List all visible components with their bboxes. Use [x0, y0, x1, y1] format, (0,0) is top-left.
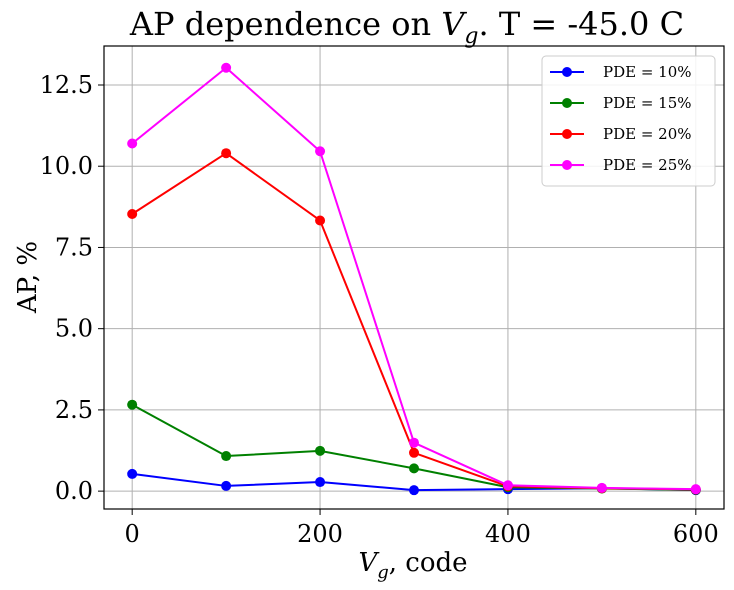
data-point	[409, 437, 419, 448]
data-point	[409, 447, 419, 458]
data-point	[315, 146, 326, 157]
x-axis-ticks: 0 200 400 600	[125, 509, 719, 548]
y-tick-label: 0.0	[55, 477, 93, 505]
data-point	[221, 148, 232, 159]
x-axis-label-var: V	[358, 548, 379, 578]
x-axis-label-suffix: , code	[389, 548, 468, 578]
legend: PDE = 10% PDE = 15% PDE = 20% PDE = 25%	[541, 55, 716, 187]
legend-swatch-marker	[562, 67, 572, 77]
legend-item: PDE = 20%	[550, 125, 692, 143]
legend-label: PDE = 10%	[603, 63, 692, 81]
data-point	[127, 208, 138, 219]
data-point	[315, 215, 326, 226]
legend-label: PDE = 25%	[603, 156, 692, 174]
y-tick-label: 7.5	[55, 233, 93, 261]
legend-swatch-marker	[562, 98, 572, 108]
chart-title-var: V	[441, 5, 467, 43]
data-point	[127, 138, 138, 149]
x-tick-label: 0	[125, 520, 140, 548]
chart-title: AP dependence on Vg. T = -45.0 C	[129, 5, 684, 49]
data-point	[221, 451, 232, 462]
data-point	[409, 463, 419, 474]
x-axis-label-sub: g	[377, 562, 389, 583]
data-point	[221, 480, 232, 491]
y-tick-label: 10.0	[40, 152, 93, 180]
x-axis-label: Vg, code	[358, 548, 467, 583]
legend-swatch-marker	[562, 129, 572, 139]
legend-item: PDE = 10%	[550, 63, 692, 81]
x-tick-label: 200	[297, 520, 343, 548]
y-tick-label: 2.5	[55, 396, 93, 424]
plot-frame	[103, 45, 725, 510]
y-tick-label: 12.5	[40, 71, 93, 99]
chart-title-sub: g	[464, 24, 478, 49]
series-4	[127, 62, 701, 495]
legend-box	[541, 55, 716, 187]
data-point	[315, 477, 326, 488]
legend-item: PDE = 25%	[550, 156, 692, 174]
data-point	[221, 62, 232, 73]
legend-swatch-marker	[562, 160, 572, 170]
y-tick-label: 5.0	[55, 315, 93, 343]
data-point	[502, 480, 513, 491]
data-point	[409, 485, 419, 496]
chart-title-suffix: . T = -45.0 C	[479, 5, 685, 43]
legend-item: PDE = 15%	[550, 94, 692, 112]
data-point	[127, 468, 138, 479]
x-tick-label: 400	[485, 520, 531, 548]
x-tick-label: 600	[673, 520, 719, 548]
legend-label: PDE = 20%	[603, 125, 692, 143]
legend-label: PDE = 15%	[603, 94, 692, 112]
data-point	[690, 484, 701, 495]
data-point	[315, 445, 326, 456]
chart-title-prefix: AP dependence on	[129, 5, 441, 43]
y-axis-ticks: 0.0 2.5 5.0 7.5 10.0 12.5	[40, 71, 104, 505]
series-group	[127, 62, 701, 496]
data-point	[127, 399, 138, 410]
data-point	[596, 482, 607, 493]
y-axis-label: AP, %	[13, 241, 43, 314]
